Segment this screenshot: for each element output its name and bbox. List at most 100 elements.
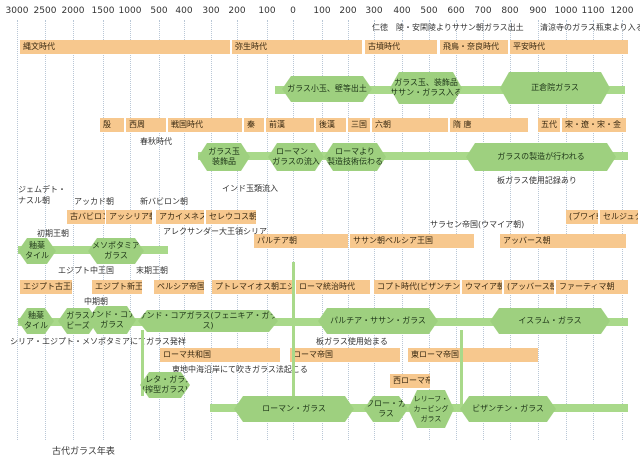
period-kofun: 古墳時代 xyxy=(365,40,437,54)
year-label: 700 xyxy=(474,6,492,16)
year-label: 1500 xyxy=(91,6,115,16)
year-label: 0 xyxy=(290,6,296,16)
year-label: 400 xyxy=(175,6,193,16)
egypt-ptolemaic: プトレマイオス朝エジプト王国 xyxy=(212,280,294,294)
period-sengoku: 戦国時代 xyxy=(168,118,242,132)
year-label: 900 xyxy=(529,6,547,16)
year-label: 1000 xyxy=(118,6,142,16)
parthian-sasanian-glass: パルチア・ササン・ガラス xyxy=(318,308,438,334)
note-plate-glass-start: 板ガラス使用始まる xyxy=(316,337,388,346)
note-first-dynasty: 初期王朝 xyxy=(37,229,69,238)
roman-glass-inflow: ローマン・ ガラスの流入 xyxy=(268,143,324,171)
dynasty-achaemenid: アカイメネス朝 xyxy=(156,210,204,224)
glass-manufacturing: ガラスの製造が行われる xyxy=(466,143,616,171)
note-glassblowing: 東地中海沿岸にて吹きガラス法起こる xyxy=(172,365,308,374)
note-nintoku: 仁徳 陵・安閑陵よりササン朝ガラス出土 xyxy=(372,23,524,32)
egypt-old-kingdom: エジプト古王国 xyxy=(20,280,72,294)
dynasty-seljuk: セルジュク・トルコ xyxy=(600,210,638,224)
dynasty-assyria: アッシリア朝 xyxy=(106,210,152,224)
period-yayoi: 弥生時代 xyxy=(232,40,362,54)
egypt-roman-rule: ローマ統治時代 xyxy=(296,280,370,294)
note-late-period: 末期王朝 xyxy=(136,266,168,275)
sand-core-glass: サンド・コア ガラス xyxy=(88,306,136,334)
branch-line xyxy=(292,262,295,412)
egypt-new-kingdom: エジプト新王国 xyxy=(92,280,142,294)
period-heian: 平安時代 xyxy=(510,40,628,54)
dynasty-yin: 殷 xyxy=(100,118,124,132)
note-egypt-middle-kingdom: エジプト中王国 xyxy=(58,266,114,275)
egypt-persian-rule: ペルシア帝国領 xyxy=(154,280,204,294)
year-label: 100 xyxy=(258,6,276,16)
dynasty-seleucid: セレウコス朝 xyxy=(206,210,256,224)
note-jemdet-nasr: ジェムデト・ ナスル朝 xyxy=(18,185,66,205)
year-axis: 3000 2500 2000 1500 1000 500 400 300 200… xyxy=(0,0,640,20)
year-label: 1200 xyxy=(610,6,634,16)
year-label: 500 xyxy=(420,6,438,16)
branch-line xyxy=(141,330,144,396)
year-label: 500 xyxy=(150,6,168,16)
year-label: 600 xyxy=(447,6,465,16)
note-shunqiu: 春秋時代 xyxy=(140,137,172,146)
dynasty-song: 宋・遼・宋・金 xyxy=(562,118,626,132)
egypt-coptic: コプト時代(ビザンチン領) xyxy=(374,280,460,294)
clovis-glass: クロー・ガラス xyxy=(364,396,408,422)
dynasty-xizhou: 西周 xyxy=(126,118,166,132)
shosoin-glass: 正倉院ガラス xyxy=(500,72,610,104)
roman-tech-transfer: ローマより 製造技術伝わる xyxy=(324,143,386,171)
note-plate-glass: 板ガラス使用記録あり xyxy=(497,176,577,185)
roman-glass: ローマン・ガラス xyxy=(234,396,354,422)
year-label: 2000 xyxy=(61,6,85,16)
year-label: 400 xyxy=(393,6,411,16)
year-label: 200 xyxy=(339,6,357,16)
year-label: 2500 xyxy=(33,6,57,16)
islamic-glass: イスラム・ガラス xyxy=(490,308,610,334)
period-sanguo: 三国 xyxy=(348,118,370,132)
glaze-tile-egypt: 釉薬 タイル xyxy=(18,308,54,334)
chart-caption: 古代ガラス年表 xyxy=(52,447,115,457)
mesopotamia-glass: メソポタミア ガラス xyxy=(88,238,144,264)
dynasty-houhan: 後漢 xyxy=(316,118,346,132)
dynasty-buyid: (ブワイ朝) xyxy=(566,210,598,224)
glass-beads-sasan: ガラス玉、装飾品 ササン・ガラス入る xyxy=(390,72,462,104)
west-roman-empire: 西ローマ帝国 xyxy=(390,374,430,388)
glass-beads-ornaments: ガラス玉 装飾品 xyxy=(198,143,250,171)
roman-republic: ローマ共和国 xyxy=(160,348,280,362)
year-label: 300 xyxy=(202,6,220,16)
year-label: 1000 xyxy=(554,6,578,16)
glass-beads-wall: ガラス小玉、壁等出土 xyxy=(282,76,372,102)
year-label: 100 xyxy=(313,6,331,16)
egypt-umayyad: ウマイア朝 xyxy=(462,280,502,294)
dynasty-sasanian: ササン朝ペルシア王国 xyxy=(350,234,474,248)
year-label: 200 xyxy=(228,6,246,16)
note-akkad: アッカド朝 xyxy=(74,197,114,206)
roman-empire: ローマ帝国 xyxy=(290,348,400,362)
note-glass-origin: シリア・エジプト・メソポタミアにてガラス発祥 xyxy=(10,337,186,346)
period-wudai: 五代 xyxy=(538,118,560,132)
dynasty-sui-tang: 隋 唐 xyxy=(450,118,528,132)
year-label: 3000 xyxy=(5,6,29,16)
year-label: 800 xyxy=(501,6,519,16)
dynasty-parthia: パルチア朝 xyxy=(254,234,348,248)
period-asuka-nara: 飛鳥・奈良時代 xyxy=(440,40,508,54)
east-roman-empire: 東ローマ帝国 xyxy=(408,348,538,362)
period-jomon: 縄文時代 xyxy=(20,40,230,54)
note-india-beads: インド玉類流入 xyxy=(222,184,278,193)
note-alexander: アレクサンダー大王領シリア xyxy=(163,227,267,236)
dynasty-qin: 秦 xyxy=(244,118,264,132)
note-middle-period: 中期朝 xyxy=(84,297,108,306)
phoenician-sand-core-glass: サンド・コアガラス(フェニキア・ガラス) xyxy=(138,311,278,330)
dynasty-qianhan: 前漢 xyxy=(266,118,314,132)
dynasty-abbasid: アッバース朝 xyxy=(500,234,626,248)
china-glass-line xyxy=(198,152,628,160)
year-label: 300 xyxy=(365,6,383,16)
note-new-babylon: 新バビロン朝 xyxy=(140,197,188,206)
dynasty-old-babylon: 古バビロン朝 xyxy=(67,210,105,224)
cretan-glass: クレタ・ガラス (搾型ガラス) xyxy=(140,372,190,398)
year-label: 1100 xyxy=(581,6,605,16)
note-seiryoji: 清涼寺のガラス瓶束より入る xyxy=(540,23,640,32)
glaze-tile: 釉薬 タイル xyxy=(18,238,56,264)
period-liuchao: 六朝 xyxy=(372,118,448,132)
byzantine-glass: ビザンチン・ガラス xyxy=(460,396,556,422)
note-saracen: サラセン帝国(ウマイア朝) xyxy=(430,220,525,229)
